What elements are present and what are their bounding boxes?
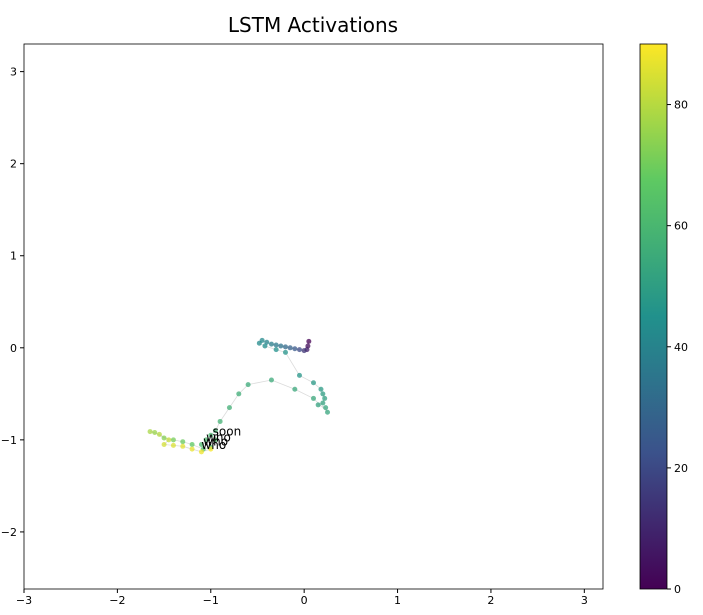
point xyxy=(170,437,176,443)
point xyxy=(180,439,186,445)
point xyxy=(152,429,158,435)
point xyxy=(296,372,302,378)
x-tick-label: 2 xyxy=(487,594,494,607)
y-tick-label: −1 xyxy=(1,434,17,447)
point xyxy=(198,441,204,447)
point xyxy=(296,347,302,353)
point xyxy=(315,402,321,408)
point xyxy=(278,343,284,349)
y-tick-label: 0 xyxy=(10,342,17,355)
point xyxy=(161,435,167,441)
point xyxy=(282,349,288,355)
annotation: who xyxy=(206,431,231,445)
point xyxy=(273,347,279,353)
colorbar xyxy=(639,43,668,590)
point xyxy=(198,449,204,455)
x-tick-label: 0 xyxy=(301,594,308,607)
point xyxy=(189,441,195,447)
point xyxy=(268,377,274,383)
point xyxy=(325,409,331,415)
point xyxy=(292,386,298,392)
point xyxy=(292,346,298,352)
point xyxy=(208,446,214,452)
point xyxy=(170,442,176,448)
point xyxy=(273,342,279,348)
point xyxy=(264,339,270,345)
point xyxy=(268,341,274,347)
point xyxy=(212,437,218,443)
point xyxy=(311,395,316,401)
x-tick-label: −2 xyxy=(109,594,125,607)
colorbar-tick-label: 20 xyxy=(674,462,688,475)
point xyxy=(318,386,324,392)
point xyxy=(180,443,186,449)
point xyxy=(226,405,232,411)
x-tick-label: −3 xyxy=(16,594,32,607)
colorbar-tick-label: 80 xyxy=(674,99,688,112)
annotation: who xyxy=(201,438,226,452)
annotation: soon xyxy=(213,424,242,438)
point xyxy=(217,418,223,424)
y-tick-label: 2 xyxy=(10,158,17,171)
x-tick-label: −1 xyxy=(203,594,219,607)
y-tick-label: 3 xyxy=(10,66,17,79)
point xyxy=(306,338,312,344)
y-tick-label: −2 xyxy=(1,526,17,539)
x-tick-label: 1 xyxy=(394,594,401,607)
y-tick-label: 1 xyxy=(10,250,17,263)
point xyxy=(161,441,167,447)
point xyxy=(212,428,218,434)
point xyxy=(320,400,326,406)
point xyxy=(189,446,195,452)
point xyxy=(245,382,251,388)
point xyxy=(147,429,153,435)
point xyxy=(287,345,293,351)
point xyxy=(322,395,328,401)
point xyxy=(282,344,288,350)
x-tick-label: 3 xyxy=(581,594,588,607)
point xyxy=(156,431,162,437)
annotation: who xyxy=(203,434,228,448)
point xyxy=(311,380,316,386)
colorbar-tick-label: 0 xyxy=(674,583,681,596)
point xyxy=(208,432,214,438)
point xyxy=(236,391,242,397)
chart-title: LSTM Activations xyxy=(228,13,398,37)
plot-frame xyxy=(23,43,604,590)
point xyxy=(262,343,268,349)
point xyxy=(320,391,326,397)
point xyxy=(256,340,262,346)
point xyxy=(301,348,307,354)
point xyxy=(203,437,209,443)
point xyxy=(323,405,329,411)
colorbar-tick-label: 40 xyxy=(674,341,688,354)
colorbar-tick-label: 60 xyxy=(674,220,688,233)
point xyxy=(166,437,172,443)
